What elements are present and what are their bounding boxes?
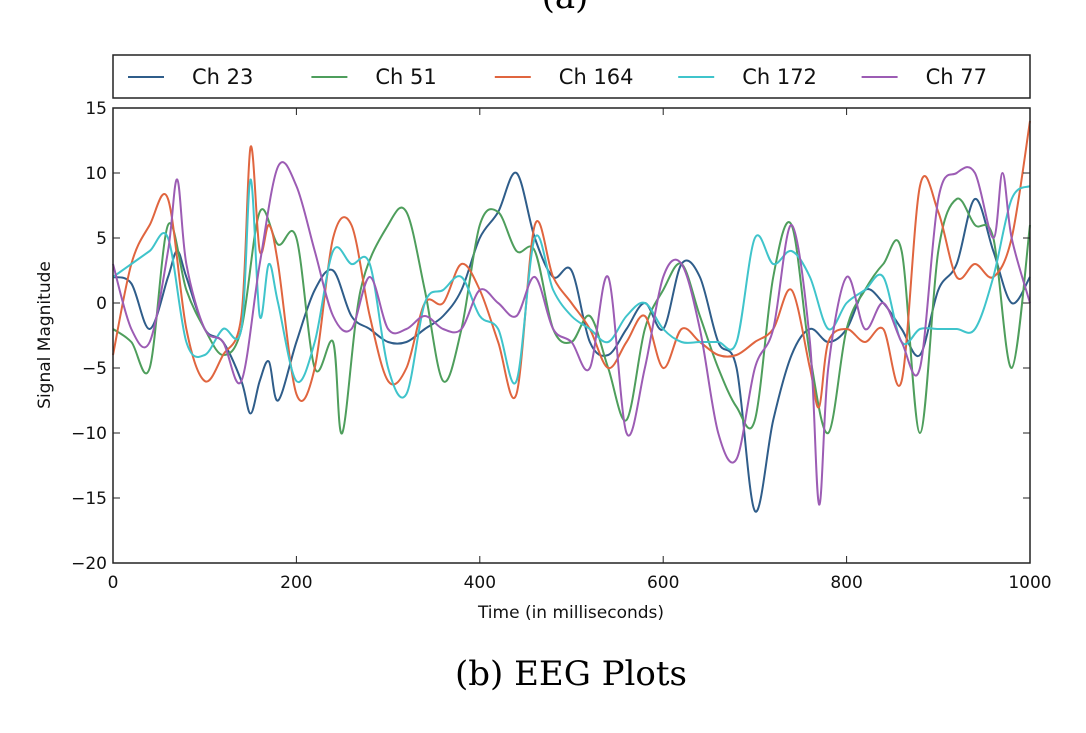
x-tick-label: 200: [280, 573, 312, 593]
x-tick-label: 600: [647, 573, 679, 593]
y-tick-label: −5: [82, 359, 107, 379]
y-tick-label: 0: [96, 294, 107, 314]
axes: 0 200 400 600 800 1000 −20 −15 −10 −5 0 5 10 15: [71, 99, 1052, 593]
y-tick-label: −10: [71, 424, 107, 444]
legend-item: Ch 51: [311, 65, 437, 89]
x-tick-label: 1000: [1008, 573, 1051, 593]
y-tick-label: 10: [85, 164, 107, 184]
y-tick-label: −20: [71, 554, 107, 574]
legend-item: Ch 164: [494, 65, 634, 89]
plot-frame: [112, 107, 1031, 564]
figure-caption: (b) EEG Plots: [455, 654, 687, 694]
series-group: [112, 120, 1031, 513]
x-axis-label: Time (in milliseconds): [477, 603, 664, 623]
legend-label: Ch 77: [926, 65, 987, 89]
y-axis-label: Signal Magnitude: [35, 261, 55, 409]
series-line-ch-77: [112, 161, 1031, 506]
legend-label: Ch 172: [742, 65, 817, 89]
legend-item: Ch 23: [128, 65, 253, 89]
series-line-ch-164: [112, 120, 1031, 409]
partial-caption-a: (a): [542, 0, 589, 17]
legend-label: Ch 164: [559, 65, 634, 89]
legend-label: Ch 23: [192, 65, 253, 89]
legend-item: Ch 172: [678, 65, 817, 89]
legend: Ch 23 Ch 51 Ch 164 Ch 172 Ch 77: [112, 54, 1031, 99]
legend-label: Ch 51: [375, 65, 436, 89]
x-tick-label: 800: [830, 573, 862, 593]
x-tick-label: 400: [464, 573, 496, 593]
y-tick-label: −15: [71, 489, 107, 509]
series-line-ch-172: [112, 178, 1031, 399]
legend-item: Ch 77: [861, 65, 987, 89]
x-tick-label: 0: [108, 573, 119, 593]
y-tick-label: 15: [85, 99, 107, 119]
y-tick-label: 5: [96, 229, 107, 249]
